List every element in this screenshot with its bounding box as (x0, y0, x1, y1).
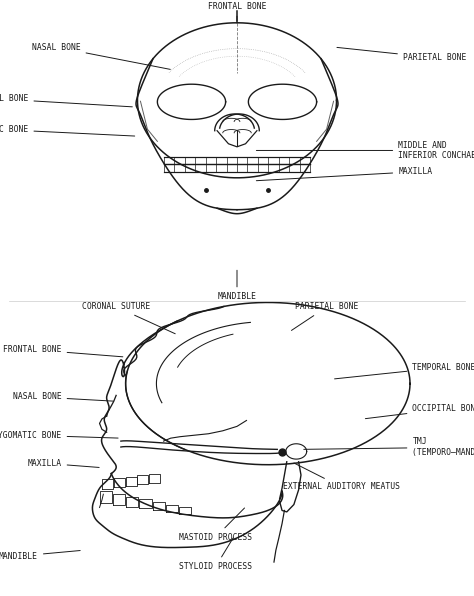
Text: PARIETAL BONE: PARIETAL BONE (292, 302, 359, 330)
Text: PARIETAL BONE: PARIETAL BONE (337, 48, 466, 62)
Text: ZYGOMATIC BONE: ZYGOMATIC BONE (0, 431, 118, 440)
Text: TEMPORAL BONE: TEMPORAL BONE (335, 363, 474, 379)
Text: CORONAL SUTURE: CORONAL SUTURE (82, 302, 175, 334)
Text: STYLOID PROCESS: STYLOID PROCESS (179, 538, 252, 571)
Text: MASTOID PROCESS: MASTOID PROCESS (179, 508, 252, 542)
Text: MANDIBLE: MANDIBLE (218, 270, 256, 302)
Text: MIDDLE AND
INFERIOR CONCHAE: MIDDLE AND INFERIOR CONCHAE (256, 141, 474, 160)
Text: MAXILLA: MAXILLA (256, 167, 432, 181)
Text: NASAL BONE: NASAL BONE (32, 42, 170, 69)
Text: TEMPORAL BONE: TEMPORAL BONE (0, 94, 132, 107)
Text: FRONTAL BONE: FRONTAL BONE (3, 345, 123, 357)
Text: OCCIPITAL BONE: OCCIPITAL BONE (365, 404, 474, 418)
Text: NASAL BONE: NASAL BONE (13, 392, 113, 401)
Text: MANDIBLE: MANDIBLE (0, 551, 80, 561)
Text: MAXILLA: MAXILLA (27, 459, 99, 468)
Text: TMJ
(TEMPORO—MANDIBULAR JOINT): TMJ (TEMPORO—MANDIBULAR JOINT) (304, 437, 474, 457)
Text: ZYGOMATIC BONE: ZYGOMATIC BONE (0, 125, 135, 136)
Text: FRONTAL BONE: FRONTAL BONE (208, 2, 266, 23)
Text: EXTERNAL AUDITORY MEATUS: EXTERNAL AUDITORY MEATUS (283, 463, 400, 492)
